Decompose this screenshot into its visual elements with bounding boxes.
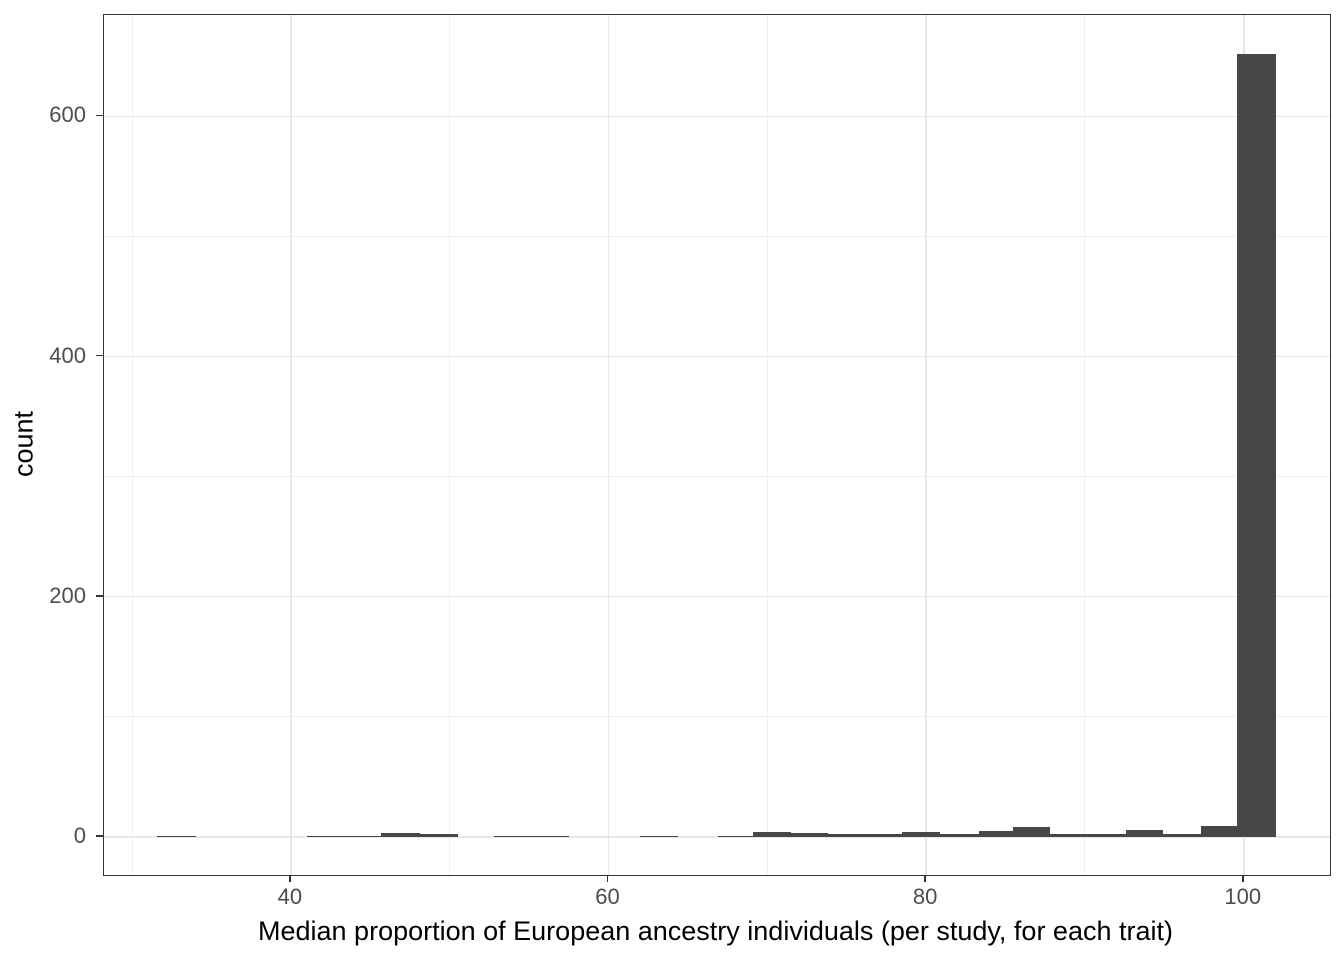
x-gridline-minor (1084, 15, 1086, 875)
histogram-bar (1126, 829, 1163, 837)
histogram-bar (532, 835, 569, 837)
y-tick-label: 200 (49, 582, 86, 608)
histogram-bar (1237, 54, 1276, 837)
x-tick-label: 40 (277, 884, 303, 909)
y-gridline-major (103, 115, 1330, 118)
histogram-bar (306, 835, 345, 837)
histogram-bar (1162, 834, 1201, 837)
histogram-bar (1049, 834, 1089, 837)
histogram-bar (1013, 827, 1050, 837)
histogram-bar (940, 834, 979, 837)
x-tick-label: 60 (595, 884, 620, 909)
y-tick-label: 0 (73, 822, 86, 848)
histogram-bar (902, 831, 941, 837)
y-tick-mark (95, 114, 103, 117)
y-tick-mark (95, 834, 103, 837)
histogram-bar (753, 831, 792, 837)
histogram-bar (978, 830, 1014, 837)
y-axis-title: count (8, 410, 39, 478)
x-gridline-minor (131, 15, 133, 875)
x-gridline-major (290, 15, 292, 875)
x-tick-mark (1241, 875, 1244, 883)
y-gridline-major (103, 595, 1330, 598)
y-tick-mark (95, 594, 103, 597)
y-tick-label: 400 (49, 342, 86, 368)
histogram-bar (865, 834, 903, 837)
y-tick-label: 600 (49, 102, 86, 128)
x-gridline-major (925, 15, 927, 875)
histogram-bar (718, 835, 754, 837)
histogram-bar (791, 833, 828, 837)
histogram-bar (827, 834, 866, 837)
plot-panel (102, 14, 1331, 876)
x-tick-label: 80 (912, 884, 938, 909)
x-tick-mark (606, 875, 609, 883)
histogram-bar (494, 835, 533, 837)
histogram-bar (419, 834, 458, 837)
y-gridline-major (103, 835, 1330, 838)
y-gridline-major (103, 355, 1330, 358)
x-tick-label: 100 (1224, 884, 1262, 909)
x-tick-mark (288, 875, 291, 883)
x-axis-title: Median proportion of European ancestry i… (258, 916, 1173, 946)
histogram-bar (1088, 834, 1127, 837)
histogram-bar (640, 835, 679, 837)
histogram-bar (157, 835, 196, 837)
x-tick-mark (924, 875, 927, 883)
histogram-bar (381, 833, 420, 837)
y-gridline-minor (103, 476, 1330, 478)
y-tick-mark (95, 354, 103, 357)
x-gridline-major (607, 15, 610, 875)
x-gridline-minor (449, 15, 451, 875)
y-gridline-minor (103, 716, 1330, 718)
histogram-bar (1200, 825, 1238, 837)
x-gridline-minor (766, 15, 768, 875)
histogram-bar (344, 835, 382, 837)
y-gridline-minor (103, 236, 1330, 238)
